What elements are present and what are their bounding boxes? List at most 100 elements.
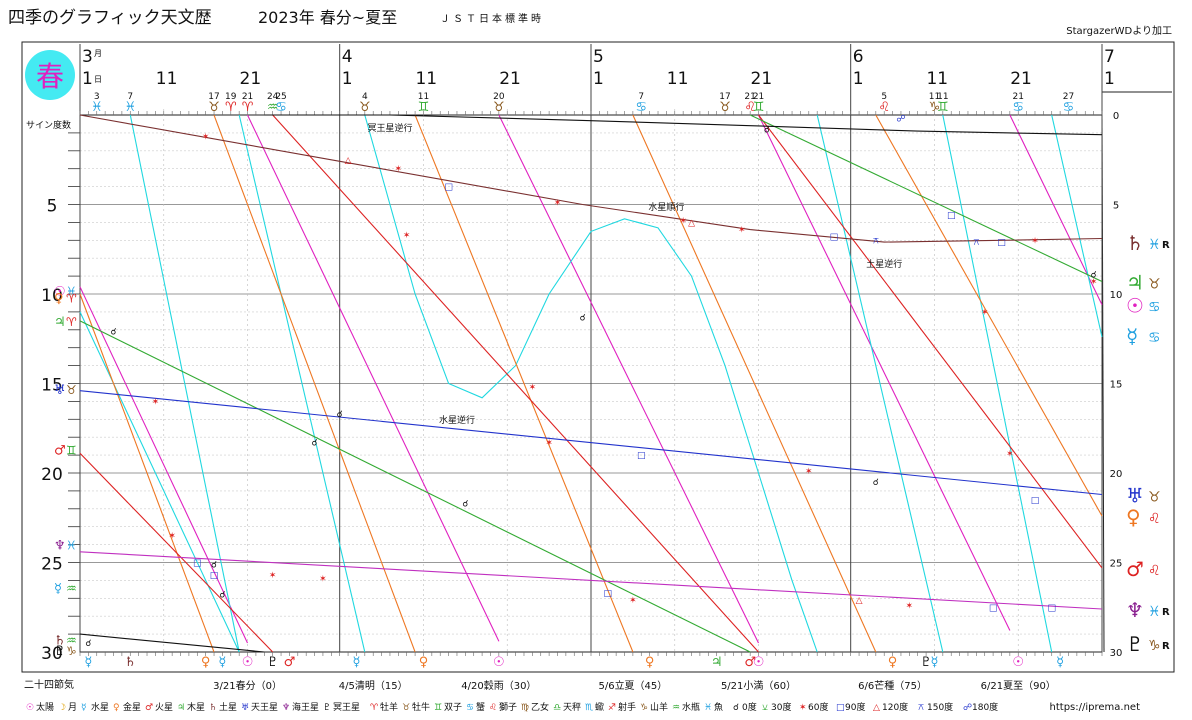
ingress-sign-icon: ♓ xyxy=(124,100,136,115)
day-tick-label: 11 xyxy=(415,69,437,89)
aspect-mark: ⚻ xyxy=(873,236,879,246)
bottom-planet-icon: ♃ xyxy=(711,655,723,670)
right-tick-label: 25 xyxy=(1110,559,1123,570)
bottom-planet-icon: ☿ xyxy=(218,655,226,670)
ingress-day: 25 xyxy=(275,92,286,102)
aspect-mark: □ xyxy=(947,211,956,221)
series-line-木星 xyxy=(79,320,751,653)
aspect-mark: △ xyxy=(856,596,863,606)
series-line-水星 xyxy=(79,311,240,653)
legend-aspect-icon: ⚺ xyxy=(762,703,768,713)
month-label: 5 xyxy=(593,47,604,67)
right-sign-icon: ♋ xyxy=(1148,330,1161,346)
legend-sign-label: 牡牛 xyxy=(412,701,430,713)
aspect-mark: ✶ xyxy=(805,467,813,477)
left-sign-icon: ♑ xyxy=(66,644,77,658)
series-line-太陽 xyxy=(758,114,1011,631)
series-line-金星 xyxy=(79,293,215,653)
legend-sign-label: 双子 xyxy=(444,702,462,713)
aspect-mark: ✶ xyxy=(1090,277,1098,287)
legend-sign-label: 天秤 xyxy=(563,702,581,713)
aspect-mark: ☌ xyxy=(764,125,770,135)
month-day-label: 1 xyxy=(82,69,93,89)
aspect-mark: ☌ xyxy=(211,560,217,570)
series-line-太陽 xyxy=(498,114,759,644)
series-line-木星 xyxy=(749,114,1103,282)
aspect-mark: ✶ xyxy=(738,226,746,236)
month-day-label: 1 xyxy=(342,69,353,89)
right-sign-icon: ♋ xyxy=(1148,300,1161,316)
y-tick-label: 10 xyxy=(41,286,63,306)
legend-sign-icon: ♑ xyxy=(640,703,648,713)
legend-planet-label: 水星 xyxy=(91,701,109,713)
bottom-planet-icon: ☿ xyxy=(352,655,360,670)
chart-subtitle: 2023年 春分~夏至 xyxy=(258,8,397,27)
legend-planet-icon: ☽ xyxy=(58,703,66,713)
bottom-planet-icon: ♀ xyxy=(201,655,211,670)
right-tick-label: 10 xyxy=(1110,290,1123,301)
legend-aspect-icon: ☍ xyxy=(963,703,972,713)
series-line-水星 xyxy=(238,114,366,653)
aspect-mark: ☌ xyxy=(85,639,91,649)
ingress-day: 11 xyxy=(937,92,948,102)
right-sign-icon: ♉ xyxy=(1148,276,1161,292)
ingress-day: 21 xyxy=(1013,92,1024,102)
day-tick-label: 11 xyxy=(667,69,689,89)
aspect-mark: ✶ xyxy=(679,217,687,227)
aspect-mark: ✶ xyxy=(168,532,176,542)
legend-aspect-icon: ☌ xyxy=(733,703,739,713)
solar-term-label: 4/5清明（15） xyxy=(339,679,408,692)
bottom-planet-icon: ☉ xyxy=(242,655,254,670)
month-suffix: 月 xyxy=(94,49,102,58)
aspect-mark: ✶ xyxy=(554,199,562,209)
ingress-day: 5 xyxy=(881,92,887,102)
series-line-太陽 xyxy=(1009,114,1103,305)
ingress-sign-icon: ♋ xyxy=(1063,100,1075,115)
sign-degree-label: サイン度数 xyxy=(26,119,71,131)
legend-sign-icon: ♊ xyxy=(434,703,442,713)
bottom-planet-icon: ☉ xyxy=(1012,655,1024,670)
left-planet-icon: ☉ xyxy=(54,284,66,299)
credit-label: StargazerWDより加工 xyxy=(1066,25,1172,37)
legend-sign-label: 獅子 xyxy=(499,701,517,713)
series-line-金星 xyxy=(875,114,1103,517)
legend-planet-label: 海王星 xyxy=(292,701,319,713)
legend-sign-icon: ♐ xyxy=(608,703,616,713)
legend-planet-label: 金星 xyxy=(123,701,141,713)
legend-planet-label: 木星 xyxy=(187,701,205,713)
aspect-mark: ☌ xyxy=(110,328,116,338)
left-planet-icon: ♃ xyxy=(54,315,66,330)
day-tick-label: 21 xyxy=(1010,69,1032,89)
left-planet-icon: ♅ xyxy=(54,383,66,398)
aspect-mark: □ xyxy=(830,233,839,243)
aspect-mark: ✶ xyxy=(1006,449,1014,459)
legend-aspect-label: 120度 xyxy=(882,701,908,713)
aspect-mark: ✶ xyxy=(629,596,637,606)
aspect-mark: ✶ xyxy=(152,397,160,407)
bottom-planet-icon: ♇ xyxy=(920,655,932,670)
ingress-day: 17 xyxy=(208,92,219,102)
ingress-day: 17 xyxy=(719,92,730,102)
series-line-冥王星 xyxy=(79,633,265,653)
right-planet-icon: ☉ xyxy=(1126,294,1144,318)
ingress-day: 20 xyxy=(493,92,505,102)
right-sign-icon: ♓ xyxy=(1148,237,1161,253)
aspect-mark: ✶ xyxy=(403,231,411,241)
y-tick-label: 25 xyxy=(41,555,63,575)
solar-term-label: 3/21春分（0） xyxy=(213,680,282,692)
left-planet-icon: ♂ xyxy=(54,444,66,459)
right-tick-label: 20 xyxy=(1110,469,1123,480)
right-planet-icon: ♂ xyxy=(1126,557,1144,581)
ingress-day: 7 xyxy=(638,92,644,102)
month-day-label: 1 xyxy=(1104,69,1115,89)
series-line-土星 xyxy=(79,114,1103,243)
ingress-day: 11 xyxy=(929,92,940,102)
legend-aspect-icon: ✶ xyxy=(799,703,807,713)
aspect-mark: □ xyxy=(193,559,202,569)
right-tick-label: 5 xyxy=(1113,201,1119,212)
day-suffix: 日 xyxy=(94,75,102,84)
bottom-planet-icon: ☿ xyxy=(1056,655,1064,670)
left-planet-icon: ♆ xyxy=(54,539,66,554)
series-line-火星 xyxy=(272,114,759,653)
